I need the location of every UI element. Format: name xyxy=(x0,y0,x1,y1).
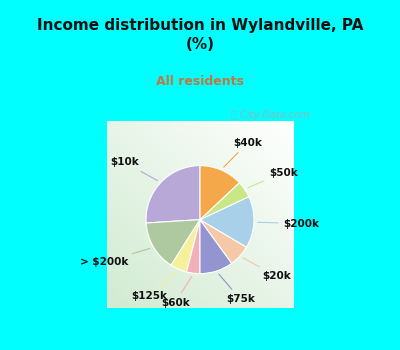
Wedge shape xyxy=(200,220,232,274)
Text: ⓘ City-Data.com: ⓘ City-Data.com xyxy=(231,110,309,120)
Wedge shape xyxy=(146,166,200,223)
Text: $125k: $125k xyxy=(131,272,176,301)
Text: $60k: $60k xyxy=(161,276,192,308)
Text: $75k: $75k xyxy=(219,274,255,304)
Wedge shape xyxy=(171,220,200,272)
Wedge shape xyxy=(200,183,249,220)
Wedge shape xyxy=(186,220,200,274)
Text: $200k: $200k xyxy=(258,218,320,229)
Text: Income distribution in Wylandville, PA
(%): Income distribution in Wylandville, PA (… xyxy=(37,18,363,51)
Text: All residents: All residents xyxy=(156,75,244,88)
Wedge shape xyxy=(200,197,254,247)
Text: > $200k: > $200k xyxy=(80,248,150,267)
Wedge shape xyxy=(200,220,246,263)
Text: $50k: $50k xyxy=(248,168,298,188)
Wedge shape xyxy=(200,166,239,220)
Text: $20k: $20k xyxy=(243,258,291,281)
Text: $10k: $10k xyxy=(110,158,158,181)
Wedge shape xyxy=(146,220,200,265)
Text: $40k: $40k xyxy=(224,138,262,167)
